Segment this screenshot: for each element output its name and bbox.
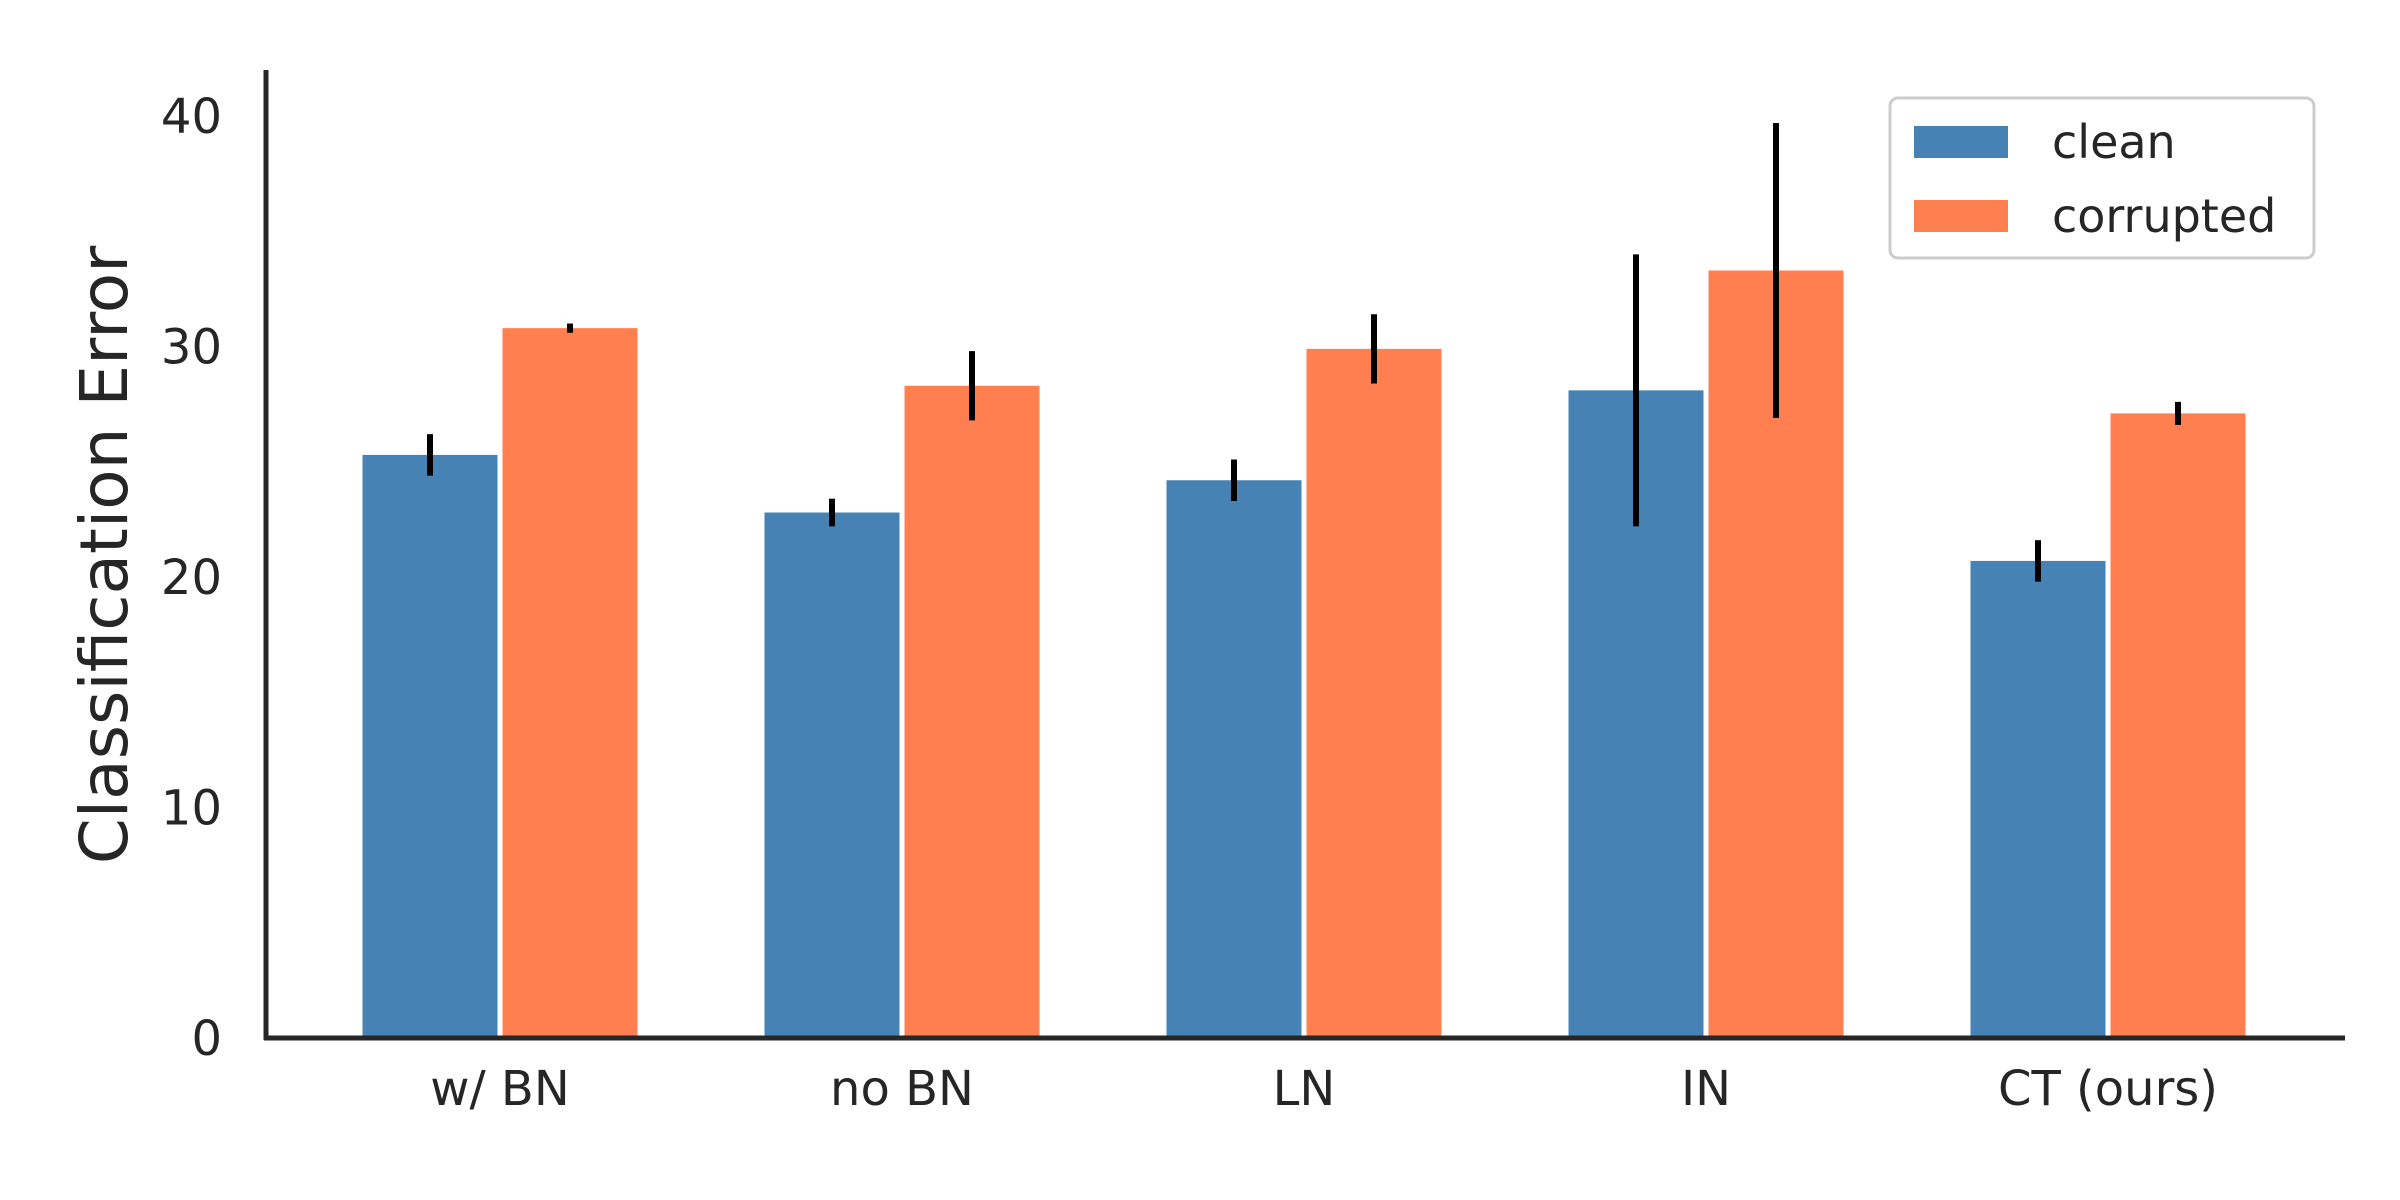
legend-label-corrupted: corrupted <box>2052 189 2276 243</box>
bar-clean-1 <box>764 512 900 1038</box>
y-tick-label: 40 <box>161 89 222 145</box>
error-bars-layer <box>427 123 2181 582</box>
bar-clean-0 <box>362 454 498 1038</box>
y-axis-label: Classification Error <box>66 245 143 864</box>
y-tick-label: 10 <box>161 780 222 836</box>
axes-layer <box>263 70 2345 1041</box>
x-tick-label: CT (ours) <box>1998 1061 2218 1117</box>
y-tick-label: 20 <box>161 550 222 606</box>
legend: clean corrupted <box>1888 96 2316 260</box>
y-tick-label: 0 <box>191 1011 222 1067</box>
legend-swatch-corrupted <box>1914 200 2008 232</box>
x-tick-label: LN <box>1273 1061 1336 1117</box>
bar-corrupted-1 <box>904 385 1040 1038</box>
legend-label-clean: clean <box>2052 115 2176 169</box>
bars-layer <box>362 270 2246 1039</box>
bar-corrupted-0 <box>502 328 638 1039</box>
y-ticks-layer: 0 10 20 30 40 <box>161 89 222 1067</box>
legend-swatch-clean <box>1914 126 2008 158</box>
x-ticks-layer: w/ BN no BN LN IN CT (ours) <box>430 1061 2218 1117</box>
bar-clean-4 <box>1970 560 2106 1038</box>
x-tick-label: no BN <box>830 1061 974 1117</box>
bar-corrupted-4 <box>2110 413 2246 1038</box>
bar-corrupted-2 <box>1306 348 1442 1038</box>
bar-clean-2 <box>1166 480 1302 1038</box>
y-tick-label: 30 <box>161 319 222 375</box>
x-tick-label: IN <box>1681 1061 1731 1117</box>
x-tick-label: w/ BN <box>430 1061 570 1117</box>
